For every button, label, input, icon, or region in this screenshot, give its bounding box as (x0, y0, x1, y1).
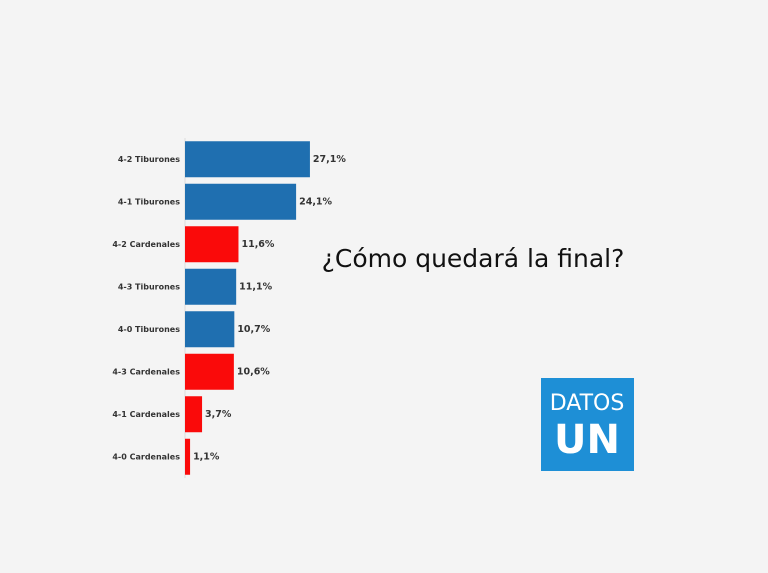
y-tick-label: 4-0 Tiburones (118, 325, 180, 334)
value-label: 11,1% (239, 281, 272, 292)
y-tick-label: 4-1 Cardenales (112, 410, 180, 419)
value-label: 24,1% (299, 196, 332, 207)
value-label: 27,1% (313, 154, 346, 165)
value-label: 1,1% (193, 451, 220, 462)
bar (185, 226, 239, 263)
y-tick-label: 4-2 Tiburones (118, 155, 180, 164)
logo-text: UN (554, 417, 620, 463)
bar (185, 396, 203, 433)
logo-box (541, 378, 634, 471)
y-tick-label: 4-2 Cardenales (112, 240, 180, 249)
bar (185, 268, 237, 305)
y-tick-label: 4-3 Tiburones (118, 282, 180, 291)
bar (185, 353, 234, 390)
bar (185, 183, 297, 220)
value-label: 10,6% (237, 366, 270, 377)
bar (185, 141, 310, 178)
y-tick-label: 4-3 Cardenales (112, 367, 180, 376)
value-label: 3,7% (205, 409, 232, 420)
value-label: 10,7% (237, 324, 270, 335)
bar (185, 438, 191, 475)
bar (185, 311, 235, 348)
logo-text: DATOS (550, 391, 625, 416)
y-tick-label: 4-1 Tiburones (118, 197, 180, 206)
value-label: 11,6% (241, 239, 274, 250)
y-tick-label: 4-0 Cardenales (112, 452, 180, 461)
chart-title: ¿Cómo quedará la final? (322, 244, 625, 273)
